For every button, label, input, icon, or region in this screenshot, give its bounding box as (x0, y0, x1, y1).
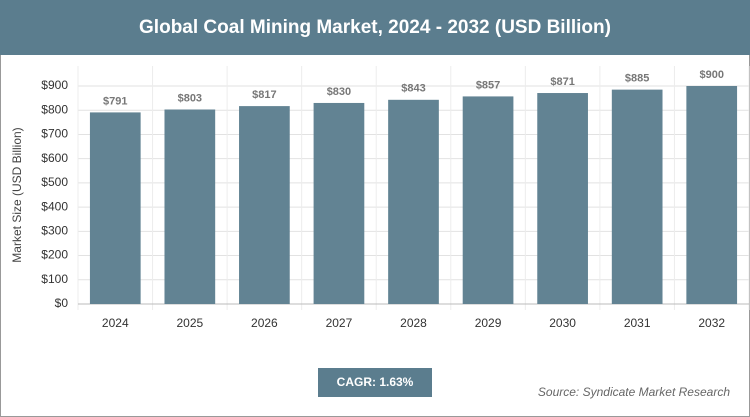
value-label: $857 (476, 79, 500, 91)
value-label: $843 (401, 83, 425, 95)
bar (89, 112, 141, 304)
cagr-box (318, 368, 432, 397)
bar (313, 102, 365, 304)
x-tick-label: 2024 (102, 316, 129, 330)
x-tick-label: 2025 (176, 316, 203, 330)
bar (611, 89, 663, 304)
value-label: $803 (178, 92, 202, 104)
y-tick-label: $500 (41, 175, 68, 189)
y-tick-label: $0 (55, 296, 69, 310)
y-tick-label: $900 (41, 78, 68, 92)
bar (239, 106, 290, 304)
chart-title: Global Coal Mining Market, 2024 - 2032 (… (139, 17, 611, 38)
y-axis-title: Market Size (USD Billion) (10, 127, 24, 262)
header (0, 0, 750, 55)
y-tick-label: $600 (41, 151, 68, 165)
value-label: $830 (327, 86, 351, 98)
value-label: $817 (252, 89, 276, 101)
bar (462, 96, 514, 304)
x-tick-label: 2030 (549, 316, 576, 330)
bar (686, 86, 738, 304)
bar (388, 99, 439, 304)
x-tick-label: 2029 (475, 316, 502, 330)
y-tick-label: $300 (41, 224, 68, 238)
y-tick-label: $800 (41, 102, 68, 116)
value-label: $871 (550, 76, 574, 88)
x-tick-label: 2026 (251, 316, 278, 330)
source: Source: Syndicate Market Research (538, 385, 730, 399)
y-tick-label: $400 (41, 199, 68, 213)
y-tick-label: $100 (41, 272, 68, 286)
value-label: $900 (699, 69, 723, 81)
x-tick-label: 2028 (400, 316, 427, 330)
x-tick-label: 2027 (326, 316, 353, 330)
bar (164, 109, 216, 305)
value-label: $791 (103, 95, 127, 107)
bar (537, 93, 588, 304)
x-tick-label: 2031 (624, 316, 651, 330)
value-label: $885 (625, 73, 649, 85)
x-tick-label: 2032 (698, 316, 725, 330)
y-tick-label: $200 (41, 248, 68, 262)
y-tick-label: $700 (41, 127, 68, 141)
cagr-label: CAGR: 1.63% (337, 375, 414, 389)
